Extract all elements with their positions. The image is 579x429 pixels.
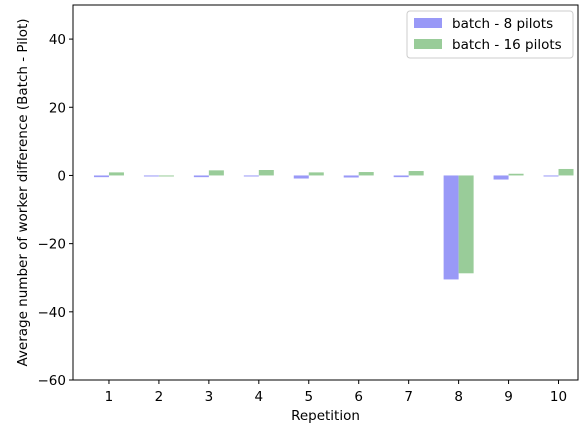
- bar-series1-rep1: [93, 175, 109, 178]
- bar-series1-rep8: [443, 175, 459, 280]
- bar-series2-rep8: [458, 175, 474, 274]
- y-tick-label: 40: [49, 32, 66, 48]
- bar-series1-rep7: [393, 175, 409, 178]
- x-tick-label: 6: [354, 389, 363, 405]
- x-tick-label: 7: [404, 389, 413, 405]
- bar-series2-rep1: [108, 172, 124, 176]
- bar-series2-rep10: [558, 168, 574, 176]
- y-axis-label: Average number of worker difference (Bat…: [15, 18, 31, 366]
- bar-series1-rep4: [243, 175, 259, 177]
- bar-series2-rep3: [208, 170, 224, 176]
- x-tick-label: 5: [304, 389, 313, 405]
- bar-series2-rep2: [158, 175, 174, 177]
- x-tick-label: 8: [454, 389, 463, 405]
- legend-box: [406, 10, 574, 59]
- plot-frame: [72, 4, 579, 381]
- bar-series2-rep4: [258, 170, 274, 176]
- bar-series1-rep10: [543, 175, 559, 177]
- bar-series1-rep3: [193, 175, 209, 178]
- x-tick-label: 1: [105, 389, 114, 405]
- bar-series1-rep9: [493, 175, 509, 180]
- legend-label-1: batch - 8 pilots: [452, 16, 553, 32]
- bar-series2-rep9: [508, 173, 524, 176]
- y-tick-label: 0: [57, 168, 66, 184]
- y-tick-label: −20: [38, 237, 67, 253]
- y-tick-label: −40: [38, 305, 67, 321]
- y-tick-label: 20: [49, 100, 66, 116]
- bar-series1-rep6: [343, 175, 359, 178]
- legend-swatch-1: [414, 18, 442, 28]
- x-tick-label: 3: [205, 389, 214, 405]
- bar-series2-rep7: [408, 171, 424, 176]
- x-tick-label: 9: [504, 389, 513, 405]
- x-axis-label: Repetition: [291, 408, 360, 424]
- legend-swatch-2: [414, 39, 442, 49]
- bar-series2-rep5: [308, 172, 324, 176]
- bar-series1-rep5: [293, 175, 309, 179]
- x-tick-label: 2: [155, 389, 164, 405]
- legend-label-2: batch - 16 pilots: [452, 37, 562, 53]
- bar-series1-rep2: [143, 175, 159, 177]
- x-tick-label: 10: [550, 389, 567, 405]
- y-tick-label: −60: [38, 373, 67, 389]
- x-tick-label: 4: [255, 389, 264, 405]
- bar-series2-rep6: [358, 172, 374, 176]
